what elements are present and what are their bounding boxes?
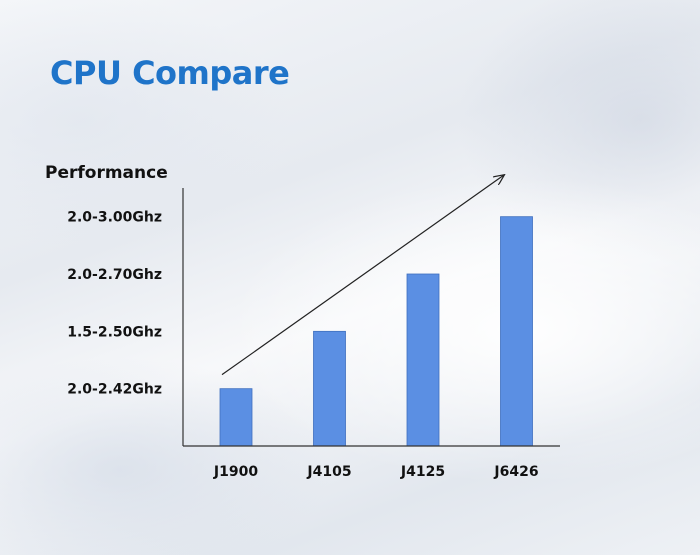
- x-tick-label: J1900: [213, 464, 258, 480]
- bars: [219, 216, 533, 447]
- x-tick-label: J4105: [306, 464, 351, 480]
- bar-j6426: [500, 216, 533, 447]
- y-tick-labels: 2.0-2.42Ghz 1.5-2.50Ghz 2.0-2.70Ghz 2.0-3.0…: [67, 210, 162, 398]
- bar-j1900: [219, 388, 253, 447]
- y-tick-label: 1.5-2.50Ghz: [67, 324, 162, 340]
- x-tick-label: J6426: [493, 464, 538, 480]
- page-title: CPU Compare: [50, 54, 290, 92]
- y-tick-label: 2.0-2.70Ghz: [67, 267, 162, 283]
- bar-j4105: [313, 330, 346, 447]
- y-tick-label: 2.0-2.42Ghz: [67, 382, 162, 398]
- bar-j4125: [406, 273, 440, 447]
- x-tick-label: J4125: [400, 464, 445, 480]
- y-axis-title: Performance: [45, 163, 168, 183]
- y-tick-label: 2.0-3.00Ghz: [67, 210, 162, 226]
- x-tick-labels: J1900 J4105 J4125 J6426: [213, 464, 539, 480]
- trend-arrow-icon: [221, 175, 505, 376]
